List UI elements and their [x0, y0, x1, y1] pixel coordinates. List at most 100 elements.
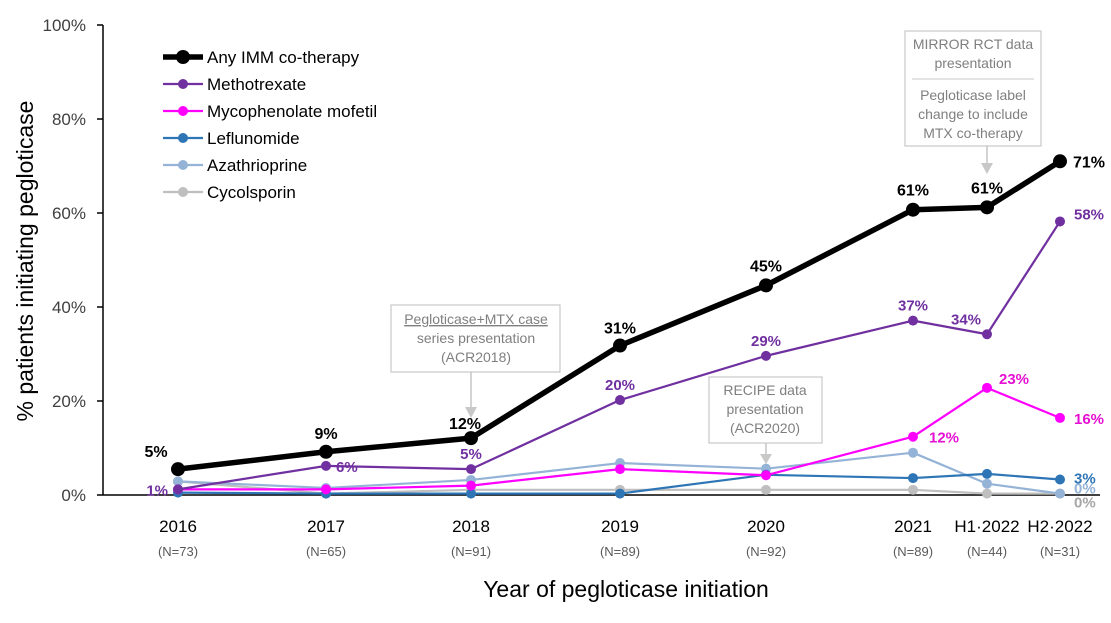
data-point-azathrioprine [173, 476, 183, 487]
data-label: 31% [604, 321, 636, 338]
series-line-leflunomide [177, 472, 1061, 495]
data-label: 3% [1074, 470, 1096, 487]
annotation-box [904, 30, 1042, 147]
data-point-cycolsporin [982, 488, 992, 499]
data-point-mycophenolate-mofetil [321, 484, 331, 495]
legend-label: Leflunomide [207, 129, 300, 148]
data-label: 5% [460, 446, 482, 463]
data-label: 12% [929, 430, 959, 447]
series-line-azathrioprine [177, 451, 1061, 495]
legend-label: Mycophenolate mofetil [207, 102, 377, 121]
data-point-methotrexate [761, 350, 771, 361]
x-tick-label: H1·2022 [954, 517, 1019, 536]
y-tick-label: 80% [52, 110, 86, 129]
legend-label: Methotrexate [207, 75, 306, 94]
series-line-any-imm-co-therapy [177, 158, 1062, 472]
legend: Any IMM co-therapy Methotrexate Mycophenol… [163, 48, 377, 202]
data-label: 37% [898, 298, 928, 315]
data-point-azathrioprine [1055, 488, 1065, 499]
x-tick-sublabel: (N=91) [451, 544, 491, 559]
annotation-box [390, 304, 561, 373]
data-point-leflunomide [908, 473, 918, 484]
x-tick-sublabel: (N=44) [967, 544, 1007, 559]
chart-axes: 0% 20% 40% 60% 80% 100% 2016 (N=73) 2017 (N=65) 20… [12, 16, 1100, 602]
x-tick-label: H2·2022 [1027, 517, 1092, 536]
data-label: 58% [1074, 206, 1104, 223]
data-point-cycolsporin [908, 484, 918, 495]
data-label: 71% [1073, 154, 1105, 171]
data-label: 45% [750, 258, 782, 275]
legend-label: Any IMM co-therapy [207, 48, 360, 67]
data-point-any-imm-co-therapy [906, 202, 920, 217]
data-point-mycophenolate-mofetil [908, 431, 918, 442]
annotation-text: presentation [726, 401, 803, 417]
legend-label: Azathrioprine [207, 156, 307, 175]
data-label: 29% [751, 333, 781, 350]
data-label: 61% [897, 183, 929, 200]
data-label: 0% [1074, 495, 1096, 512]
legend-marker-cycolsporin [178, 187, 188, 197]
data-point-any-imm-co-therapy [464, 431, 478, 446]
x-tick-sublabel: (N=89) [600, 544, 640, 559]
data-label: 1% [146, 482, 168, 499]
data-point-leflunomide [1055, 474, 1065, 485]
chart-annotations: Pegloticase+MTX case series presentation (… [390, 30, 1042, 464]
legend-marker-mycophenolate-mofetil [178, 106, 188, 116]
data-point-mycophenolate-mofetil [982, 382, 992, 393]
data-label: 20% [605, 377, 635, 394]
data-point-methotrexate [615, 395, 625, 406]
annotation-text: RECIPE data [723, 382, 806, 398]
series-line-mycophenolate-mofetil [178, 386, 1061, 491]
data-point-any-imm-co-therapy [171, 462, 185, 477]
y-tick-label: 100% [43, 16, 86, 35]
annotation-text: MTX co-therapy [923, 125, 1023, 141]
data-point-methotrexate [908, 315, 918, 326]
legend-marker-azathrioprine [178, 160, 188, 170]
y-tick-label: 20% [52, 392, 86, 411]
data-point-any-imm-co-therapy [319, 444, 333, 459]
chart-series [171, 154, 1067, 499]
x-tick-sublabel: (N=31) [1040, 544, 1080, 559]
data-point-methotrexate [1055, 216, 1065, 227]
annotation-box [708, 376, 823, 444]
x-tick-sublabel: (N=92) [746, 544, 786, 559]
x-tick-label: 2021 [894, 517, 932, 536]
data-point-any-imm-co-therapy [1053, 154, 1067, 169]
y-tick-label: 60% [52, 204, 86, 223]
data-point-azathrioprine [982, 478, 992, 489]
data-point-azathrioprine [908, 447, 918, 458]
annotation-text: Pegloticase+MTX case [404, 311, 548, 327]
annotation-text: change to include [918, 106, 1028, 122]
data-label: 61% [971, 180, 1003, 197]
legend-marker-methotrexate [178, 79, 188, 89]
x-tick-sublabel: (N=73) [158, 544, 198, 559]
data-point-mycophenolate-mofetil [466, 480, 476, 491]
data-point-leflunomide [615, 488, 625, 499]
x-tick-label: 2018 [452, 517, 490, 536]
data-label: 23% [999, 371, 1029, 388]
data-label: 12% [449, 416, 481, 433]
x-tick-sublabel: (N=65) [306, 544, 346, 559]
data-point-mycophenolate-mofetil [761, 470, 771, 481]
x-tick-label: 2017 [307, 517, 345, 536]
annotation-text: presentation [934, 55, 1011, 71]
data-point-any-imm-co-therapy [759, 278, 773, 293]
data-point-methotrexate [173, 484, 183, 495]
y-axis-title: % patients initiating pegloticase [12, 101, 38, 422]
annotation-arrowhead [465, 407, 477, 418]
data-point-mycophenolate-mofetil [615, 464, 625, 475]
data-label: 5% [144, 444, 167, 461]
data-labels: 5% 9% 12% 31% 45% 61% 61% 71% 1% 6% 5% 20% 29% 37% 34%… [144, 154, 1105, 511]
data-point-leflunomide [982, 468, 992, 479]
data-point-cycolsporin [761, 484, 771, 495]
x-tick-label: 2020 [747, 517, 785, 536]
data-label: 0% [1074, 481, 1096, 498]
annotation-text: MIRROR RCT data [913, 36, 1034, 52]
data-point-any-imm-co-therapy [980, 200, 994, 215]
data-point-methotrexate [321, 460, 331, 471]
x-axis-title: Year of pegloticase initiation [483, 576, 769, 602]
x-tick-sublabel: (N=89) [893, 544, 933, 559]
annotation-text: (ACR2020) [730, 420, 800, 436]
annotation-arrowhead [760, 454, 772, 464]
